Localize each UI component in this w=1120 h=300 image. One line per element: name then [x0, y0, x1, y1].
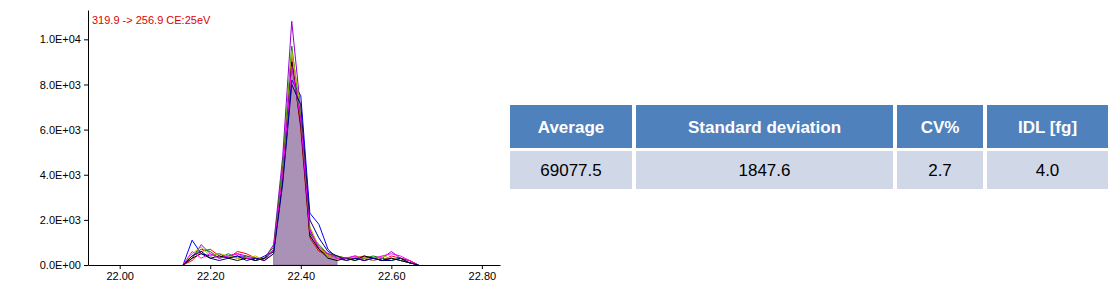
x-tick-label: 22.40 [288, 270, 316, 282]
body-cell [897, 151, 983, 189]
x-tick: 22.80 [469, 265, 497, 282]
y-tick-mark [84, 265, 88, 266]
stats-table: Average Standard deviation CV% IDL [fg] 6907… [510, 105, 1108, 189]
y-tick: 0.0E+00 [40, 259, 88, 271]
y-axis: 0.0E+00 2.0E+03 4.0E+03 6.0E+03 8.0E+03 1.0E+… [40, 11, 89, 272]
figure: 22.00 22.20 22.40 22.60 22.80 0.0E+00 2.0E+03 4… [0, 0, 1120, 300]
y-tick: 1.0E+04 [40, 33, 88, 45]
trace-line [183, 80, 418, 265]
header-cell [987, 105, 1108, 148]
x-tick: 22.00 [106, 265, 134, 282]
y-tick-label: 6.0E+03 [40, 124, 81, 136]
y-tick-label: 1.0E+04 [40, 33, 81, 45]
x-tick-mark [391, 265, 392, 269]
y-tick-label: 8.0E+03 [40, 78, 81, 90]
header-text: Average [538, 118, 604, 137]
x-tick-mark [210, 265, 211, 269]
transition-label: 319.9 -> 256.9 CE:25eV [92, 14, 211, 26]
y-tick-mark [84, 130, 88, 131]
y-tick-label: 2.0E+03 [40, 214, 81, 226]
trace-line [183, 57, 418, 265]
plot-area [183, 21, 418, 265]
body-cell [636, 151, 893, 189]
header-cell [636, 105, 893, 148]
x-tick-mark [301, 265, 302, 269]
body-cell [987, 151, 1108, 189]
x-tick: 22.40 [288, 265, 316, 282]
y-tick: 4.0E+03 [40, 169, 88, 181]
y-tick: 2.0E+03 [40, 214, 88, 226]
body-cell [510, 151, 632, 189]
cell-text: 69077.5 [540, 161, 601, 180]
trace-line [183, 84, 418, 265]
header-text: CV% [921, 118, 960, 137]
x-tick-label: 22.60 [378, 270, 406, 282]
trace-line [183, 46, 418, 265]
cell-text: 2.7 [928, 161, 952, 180]
x-axis: 22.00 22.20 22.40 22.60 22.80 [89, 265, 501, 282]
trace-line [183, 51, 418, 265]
cell-text: 4.0 [1036, 161, 1060, 180]
y-tick-label: 4.0E+03 [40, 169, 81, 181]
header-cell [897, 105, 983, 148]
header-text: Standard deviation [688, 118, 841, 137]
x-tick-label: 22.80 [469, 270, 497, 282]
header-text: IDL [fg] [1018, 118, 1077, 137]
x-tick-mark [482, 265, 483, 269]
x-tick: 22.20 [197, 265, 225, 282]
y-tick-mark [84, 175, 88, 176]
cell-text: 1847.6 [739, 161, 791, 180]
x-tick-label: 22.00 [106, 270, 134, 282]
trace-line [183, 21, 418, 265]
trace-line [183, 62, 418, 265]
x-tick-label: 22.20 [197, 270, 225, 282]
x-tick-mark [120, 265, 121, 269]
y-axis-line [88, 11, 89, 266]
trace-line [183, 66, 418, 265]
y-tick: 8.0E+03 [40, 78, 88, 90]
y-tick-mark [84, 220, 88, 221]
x-axis-line [89, 265, 501, 266]
y-tick-label: 0.0E+00 [40, 259, 81, 271]
y-tick-mark [84, 39, 88, 40]
y-tick-mark [84, 84, 88, 85]
y-tick: 6.0E+03 [40, 124, 88, 136]
header-cell [510, 105, 632, 148]
x-tick: 22.60 [378, 265, 406, 282]
